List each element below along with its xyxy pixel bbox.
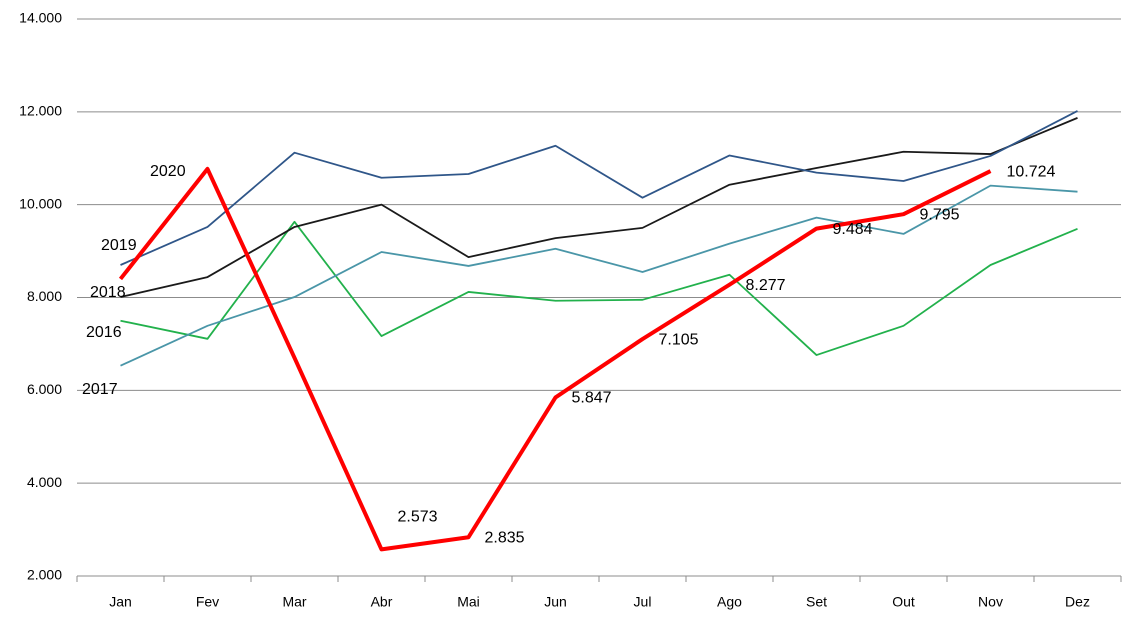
series-line (120, 220, 1078, 356)
y-tick-label: 14.000 (19, 10, 62, 26)
grid (76, 18, 1122, 582)
series-line (120, 117, 1078, 298)
series-line (118, 166, 992, 552)
x-tick-label: Nov (978, 594, 1003, 610)
y-tick-label: 12.000 (19, 103, 62, 119)
x-tick-label: Set (806, 594, 827, 610)
x-tick-label: Out (892, 594, 915, 610)
x-tick-label: Jun (544, 594, 567, 610)
x-tick-label: Ago (717, 594, 742, 610)
data-label: 5.847 (572, 390, 612, 407)
y-tick-label: 8.000 (27, 288, 62, 304)
y-tick-label: 10.000 (19, 195, 62, 211)
x-tick-label: Fev (196, 594, 219, 610)
x-tick-label: Mar (282, 594, 306, 610)
data-label: 9.484 (833, 221, 873, 238)
data-label: 7.105 (659, 331, 699, 348)
data-label: 10.724 (1007, 163, 1056, 180)
data-label: 9.795 (920, 206, 960, 223)
y-tick-label: 6.000 (27, 381, 62, 397)
y-tick-label: 4.000 (27, 474, 62, 490)
series-line (120, 110, 1078, 266)
series-line (120, 184, 1078, 367)
y-tick-label: 2.000 (27, 567, 62, 583)
series-label: 2019 (101, 237, 137, 254)
series-label: 2017 (82, 381, 118, 398)
series-label: 2016 (86, 324, 122, 341)
series-label: 2018 (90, 284, 126, 301)
data-label: 8.277 (746, 277, 786, 294)
data-label: 2.573 (398, 509, 438, 526)
x-tick-label: Dez (1065, 594, 1090, 610)
data-label: 2.835 (485, 529, 525, 546)
x-tick-label: Abr (371, 594, 393, 610)
lines (118, 110, 1078, 552)
series-label: 2020 (150, 163, 186, 180)
x-tick-label: Mai (457, 594, 480, 610)
x-tick-label: Jul (634, 594, 652, 610)
x-tick-label: Jan (109, 594, 132, 610)
